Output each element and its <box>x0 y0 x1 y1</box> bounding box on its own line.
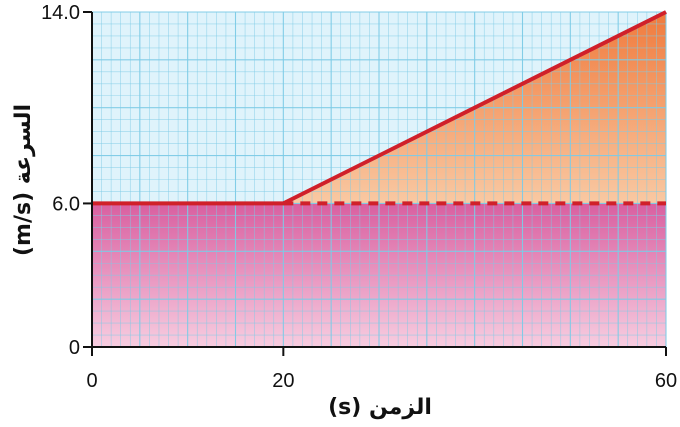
y-tick-label: 14.0 <box>41 2 80 24</box>
x-tick-label: 60 <box>655 370 677 392</box>
x-tick-label: 20 <box>272 370 294 392</box>
series-lines <box>92 10 667 206</box>
y-tick-label: 0 <box>69 337 80 359</box>
grid <box>91 11 667 348</box>
tick-labels: 0 20 60 0 6.0 14.0 <box>41 2 677 392</box>
y-axis-title: السرعة (m/s) <box>11 104 36 256</box>
x-axis-title: الزمن (s) <box>328 395 432 420</box>
axes <box>91 12 666 348</box>
velocity-series-line <box>92 10 667 206</box>
y-tick-label: 6.0 <box>52 193 80 215</box>
x-tick-label: 0 <box>86 370 97 392</box>
